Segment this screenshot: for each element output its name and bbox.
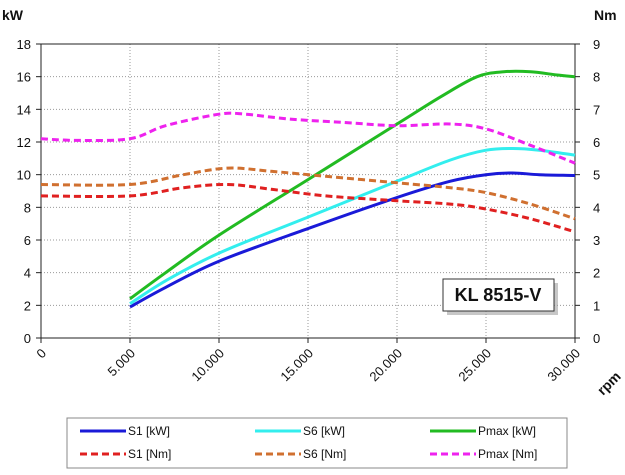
left-tick-label: 4 [24,266,31,281]
left-tick-label: 2 [24,298,31,313]
legend-label-pmax-kw: Pmax [kW] [478,424,536,438]
left-tick-label: 18 [17,37,31,52]
legend: S1 [kW] S6 [kW] Pmax [kW] S1 [Nm] S6 [Nm] Pma… [66,417,568,469]
x-tick-label: 15.000 [277,346,316,385]
x-tick-label: 30.000 [544,346,583,385]
left-tick-label: 6 [24,233,31,248]
right-tick-label: 4 [593,200,600,215]
legend-label-s1-nm: S1 [Nm] [128,447,171,461]
legend-label-pmax-nm: Pmax [Nm] [478,447,537,461]
series-line-s1-kw [129,171,576,309]
right-tick-label: 0 [593,331,600,346]
x-tick-label: 20.000 [366,346,405,385]
x-axis-unit: rpm [594,368,624,398]
right-tick-label: 9 [593,37,600,52]
model-label: KL 8515-V [455,285,542,305]
x-tick-label: 0 [33,346,49,362]
left-tick-label: 10 [17,168,31,183]
series-lines [40,69,576,309]
x-tick-label: 10.000 [188,346,227,385]
series-line-pmax-nm [40,111,576,165]
left-tick-label: 12 [17,135,31,150]
left-tick-label: 14 [17,102,31,117]
left-tick-label: 8 [24,200,31,215]
left-tick-label: 0 [24,331,31,346]
right-tick-label: 8 [593,70,600,85]
left-axis-unit: kW [2,7,24,23]
right-tick-label: 1 [593,298,600,313]
x-tick-label: 5.000 [105,346,139,380]
right-tick-label: 3 [593,233,600,248]
legend-label-s6-nm: S6 [Nm] [303,447,346,461]
right-tick-label: 2 [593,266,600,281]
series-line-s6-kw [129,146,576,305]
series-line-s1-nm [40,182,576,234]
right-tick-label: 6 [593,135,600,150]
left-tick-label: 16 [17,70,31,85]
model-badge: KL 8515-V [442,278,558,315]
x-tick-label: 25.000 [455,346,494,385]
series-line-s6-nm [40,166,576,221]
legend-label-s6-kw: S6 [kW] [303,424,345,438]
right-tick-label: 5 [593,168,600,183]
right-axis-unit: Nm [594,7,617,23]
series-line-pmax-kw [129,69,576,301]
legend-label-s1-kw: S1 [kW] [128,424,170,438]
right-tick-label: 7 [593,102,600,117]
